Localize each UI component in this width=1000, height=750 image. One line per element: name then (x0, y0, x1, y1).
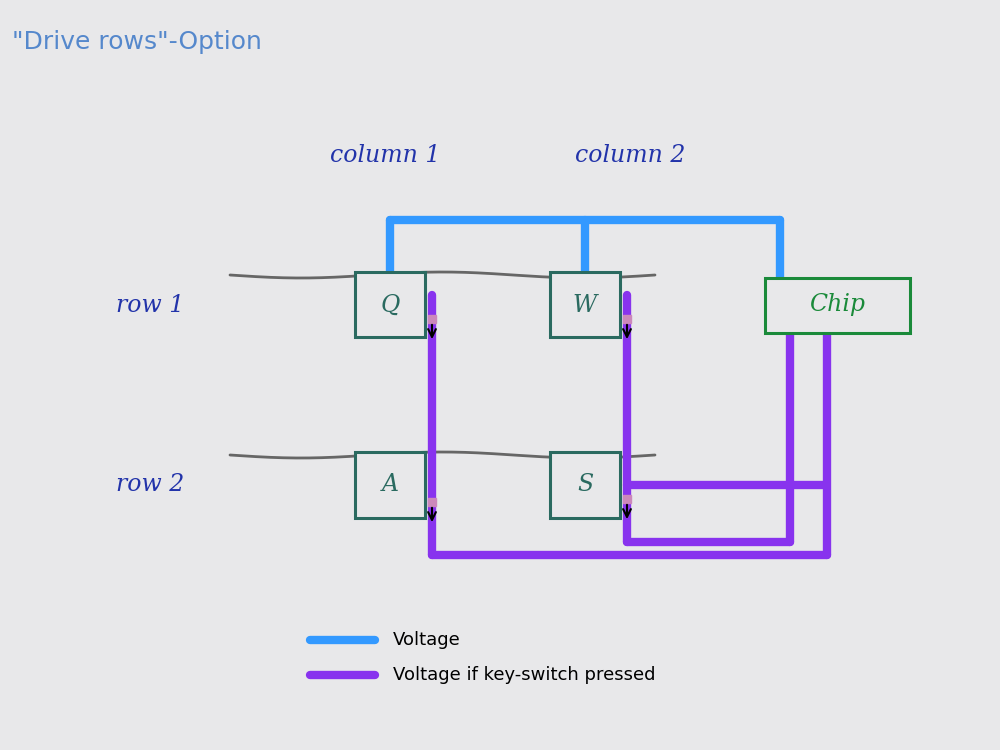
Bar (355, 272, 425, 338)
Bar (765, 278, 910, 332)
Text: Q: Q (380, 293, 400, 316)
Text: row 2: row 2 (116, 473, 184, 496)
Text: column 1: column 1 (330, 143, 440, 166)
Text: A: A (382, 473, 398, 496)
Text: Voltage if key-switch pressed: Voltage if key-switch pressed (393, 666, 656, 684)
Text: Chip: Chip (810, 293, 866, 316)
Text: column 2: column 2 (575, 143, 685, 166)
Bar (355, 452, 425, 518)
Text: W: W (573, 293, 597, 316)
Bar (550, 272, 620, 338)
Text: Voltage: Voltage (393, 631, 461, 649)
Text: "Drive rows"-Option: "Drive rows"-Option (12, 30, 262, 54)
Text: row 1: row 1 (116, 293, 184, 316)
Bar (550, 452, 620, 518)
Text: S: S (577, 473, 593, 496)
